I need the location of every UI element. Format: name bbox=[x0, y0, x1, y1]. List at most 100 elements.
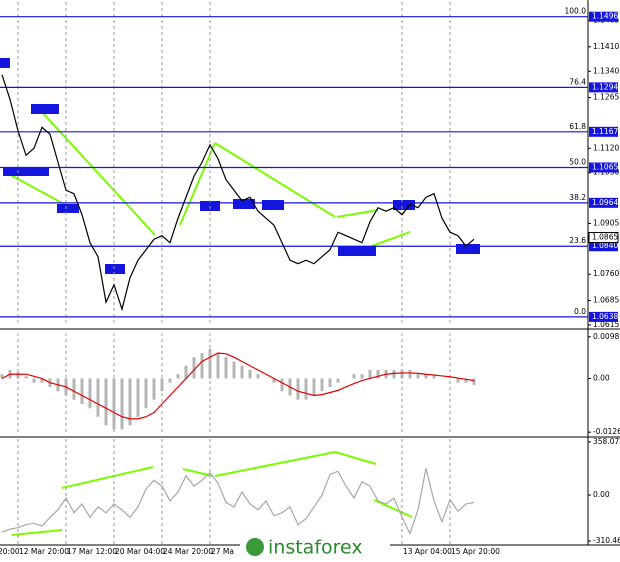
histogram-bar bbox=[216, 352, 220, 379]
trend-line bbox=[11, 529, 63, 536]
y-tick-label: 1.1265 bbox=[593, 93, 619, 102]
fib-price-label: 1.1065 bbox=[592, 162, 618, 171]
watermark: instaforex bbox=[240, 533, 390, 561]
price-line bbox=[1, 74, 475, 312]
histogram-bar bbox=[136, 378, 140, 417]
histogram-bar bbox=[232, 361, 236, 379]
marker-box bbox=[456, 244, 480, 254]
histogram-bar bbox=[248, 369, 252, 379]
price-box bbox=[589, 11, 618, 22]
watermark-text: instaforex bbox=[268, 537, 363, 559]
fib-price-label: 1.0964 bbox=[592, 198, 618, 207]
trend-line bbox=[373, 499, 413, 518]
trend-line bbox=[336, 209, 379, 218]
histogram-bar bbox=[400, 369, 404, 379]
histogram-bar bbox=[360, 374, 364, 379]
current-price-box bbox=[588, 231, 619, 243]
histogram-bar bbox=[0, 374, 4, 379]
marker-box bbox=[393, 200, 415, 210]
fib-ratio: 61.8 bbox=[569, 122, 586, 131]
fib-ratio: 50.0 bbox=[569, 157, 586, 166]
fib-ratio: 23.6 bbox=[569, 236, 586, 245]
marker-box bbox=[31, 104, 59, 114]
x-tick-label: 13 Apr 04:00 bbox=[403, 547, 452, 556]
trend-line bbox=[214, 142, 336, 218]
histogram-bar bbox=[416, 374, 420, 379]
histogram-bar bbox=[296, 378, 300, 400]
y-tick-label: 1.0760 bbox=[593, 269, 619, 278]
histogram-bar bbox=[104, 378, 108, 426]
histogram-bar bbox=[96, 378, 100, 417]
watermark-bg bbox=[240, 533, 390, 561]
y-tick-label: 1.0905 bbox=[593, 218, 619, 227]
y-tick-label: 1.1120 bbox=[593, 143, 619, 152]
x-tick-label: 20:00 bbox=[0, 547, 20, 556]
trend-line bbox=[214, 451, 336, 477]
marker-box bbox=[338, 246, 376, 256]
x-tick-label: 15 Apr 20:00 bbox=[451, 547, 500, 556]
trend-line bbox=[4, 171, 76, 211]
histogram-bar bbox=[16, 372, 20, 379]
histogram-bar bbox=[112, 378, 116, 430]
histogram-bar bbox=[200, 352, 204, 379]
histogram-bar bbox=[328, 378, 332, 387]
marker-box bbox=[105, 264, 125, 274]
fib-ratio: 38.2 bbox=[569, 193, 586, 202]
x-tick-label: 12 Mar 20:00 bbox=[19, 547, 69, 556]
marker-box bbox=[262, 200, 284, 210]
histogram-bar bbox=[192, 357, 196, 379]
histogram-bar bbox=[24, 376, 28, 379]
y-tick-label: 0.00 bbox=[593, 490, 610, 499]
histogram-bar bbox=[424, 374, 428, 379]
histogram-bar bbox=[128, 378, 132, 426]
histogram-bar bbox=[272, 378, 276, 383]
histogram-bar bbox=[392, 369, 396, 379]
fib-ratio: 0.0 bbox=[574, 307, 586, 316]
histogram-bar bbox=[40, 378, 44, 383]
histogram-bar bbox=[160, 378, 164, 392]
histogram-bar bbox=[368, 369, 372, 379]
price-box bbox=[589, 241, 618, 252]
histogram-bar bbox=[432, 374, 436, 379]
y-tick-label: 1.0615 bbox=[593, 320, 619, 329]
histogram-bar bbox=[352, 374, 356, 379]
marker-box bbox=[3, 167, 25, 176]
histogram-bar bbox=[80, 378, 84, 404]
price-box bbox=[589, 197, 618, 208]
price-box bbox=[589, 162, 618, 173]
annotations bbox=[0, 58, 480, 536]
histogram-bar bbox=[168, 378, 172, 383]
price-box bbox=[589, 126, 618, 137]
trend-line bbox=[39, 109, 156, 236]
price-box bbox=[589, 311, 618, 322]
histogram-bar bbox=[32, 378, 36, 383]
marker-box bbox=[25, 167, 49, 176]
watermark-logo bbox=[246, 538, 264, 556]
histogram-bar bbox=[464, 378, 468, 383]
marker-box bbox=[0, 58, 10, 68]
fib-price-label: 1.0840 bbox=[592, 241, 618, 250]
current-price-label: 1.0865 bbox=[592, 232, 618, 241]
histogram-bar bbox=[304, 378, 308, 400]
histogram-bar bbox=[184, 365, 188, 379]
y-tick-label: -310.462 bbox=[593, 536, 620, 545]
histogram-bar bbox=[312, 378, 316, 396]
x-tick-label: 20 Mar 04:00 bbox=[115, 547, 165, 556]
y-tick-label: 1.0685 bbox=[593, 295, 619, 304]
histogram-bar bbox=[320, 378, 324, 392]
fib-ratio: 100.0 bbox=[565, 7, 587, 16]
trend-line bbox=[179, 142, 216, 226]
price-box bbox=[589, 82, 618, 93]
marker-box bbox=[57, 204, 79, 213]
histogram-bar bbox=[456, 378, 460, 383]
y-tick-label: 1.1340 bbox=[593, 66, 619, 75]
histogram-bar bbox=[208, 348, 212, 379]
y-tick-label: 358.072 bbox=[593, 437, 620, 446]
histogram-bar bbox=[240, 365, 244, 379]
fib-price-label: 1.1294 bbox=[592, 82, 618, 91]
y-tick-label: 1.1410 bbox=[593, 42, 619, 51]
fib-price-label: 1.1167 bbox=[592, 127, 618, 136]
histogram-bar bbox=[152, 378, 156, 400]
signal-line bbox=[1, 352, 475, 420]
histogram-bar bbox=[224, 357, 228, 379]
